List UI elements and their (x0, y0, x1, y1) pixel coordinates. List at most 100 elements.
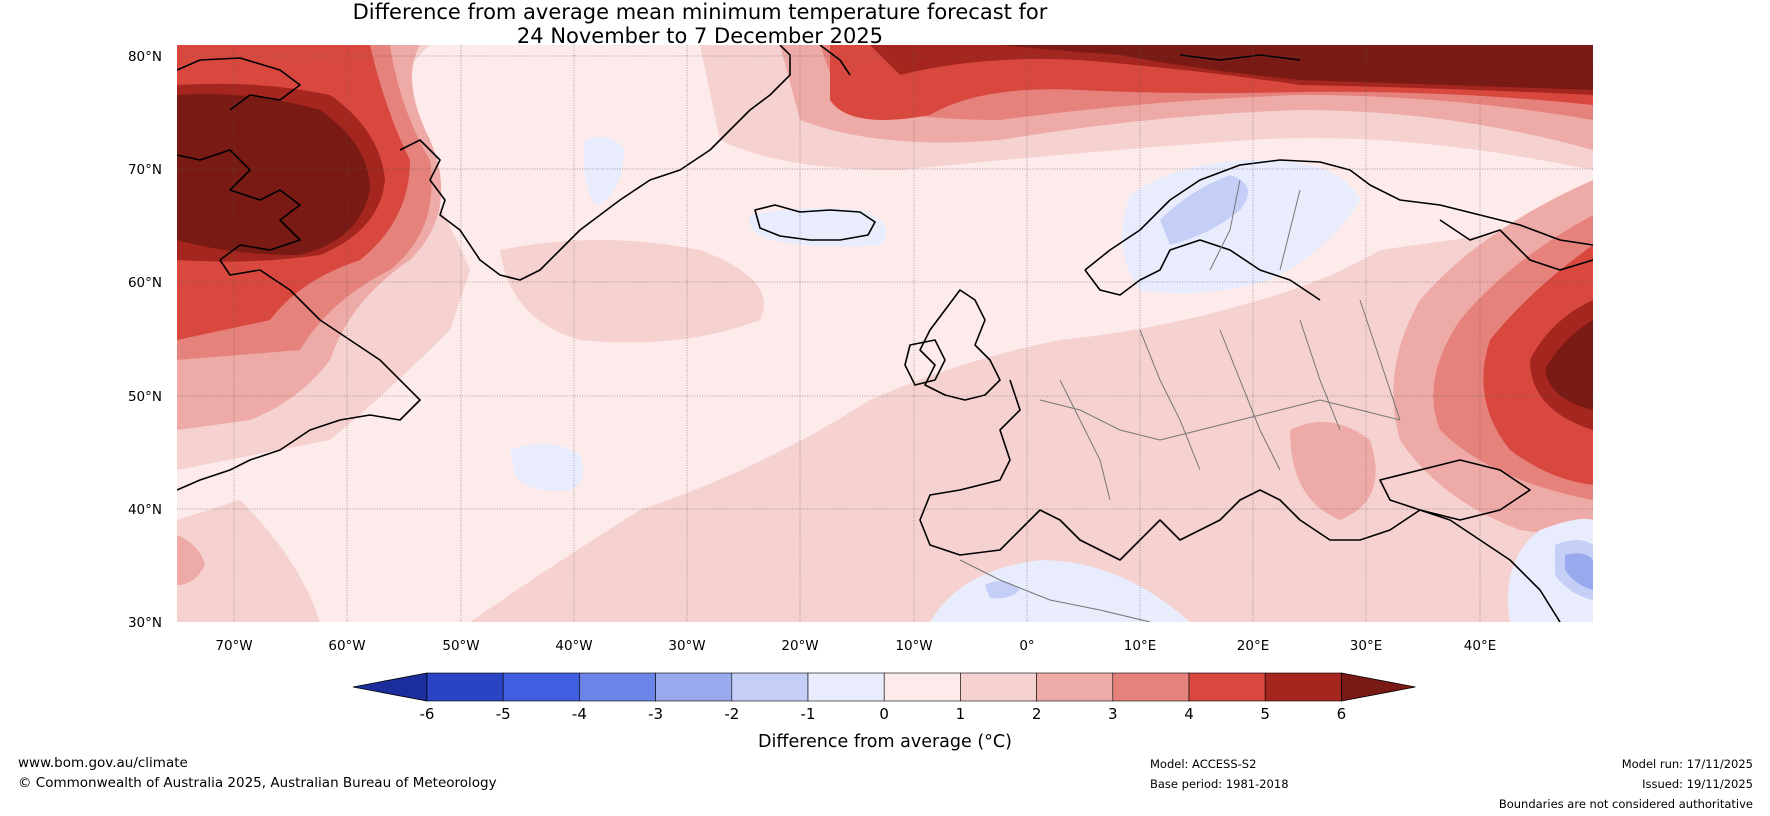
colorbar-cell (883, 672, 961, 702)
colorbar-cell (731, 672, 809, 702)
colorbar-cell (1036, 672, 1114, 702)
lat-label: 40°N (128, 502, 162, 518)
coast-canada (177, 149, 421, 491)
colorbar-cell (655, 672, 733, 702)
border-2 (1059, 379, 1111, 501)
footer-website: www.bom.gov.au/climate (18, 755, 188, 771)
colorbar-cells (352, 672, 1416, 702)
lat-label: 30°N (128, 615, 162, 631)
coast-scandinavia-north (1084, 159, 1593, 271)
colorbar-tick-label: 1 (956, 705, 966, 723)
colorbar-tick-label: 6 (1337, 705, 1347, 723)
border-3 (1139, 329, 1201, 471)
lon-label: 20°E (1237, 638, 1269, 654)
gridlines (177, 45, 1593, 622)
colorbar-extend-low (352, 672, 428, 702)
footer-base-period: Base period: 1981-2018 (1150, 777, 1289, 791)
coast-great-britain (919, 289, 1001, 401)
coast-svalbard-west (819, 45, 851, 76)
colorbar-cell (426, 672, 504, 702)
coast-baltic (1084, 239, 1321, 301)
lon-label: 10°E (1124, 638, 1156, 654)
title-line-1: Difference from average mean minimum tem… (352, 0, 1048, 24)
chart-title: Difference from average mean minimum tem… (0, 0, 1400, 48)
border-norway-sweden (1209, 179, 1241, 271)
footer-model-run: Model run: 17/11/2025 (1621, 757, 1753, 771)
colorbar-tick-label: -4 (572, 705, 587, 723)
lat-label: 70°N (128, 162, 162, 178)
colorbar-extend-high (1341, 672, 1416, 702)
zone-east-above-6 (1545, 320, 1593, 410)
lon-label: 20°W (781, 638, 818, 654)
colorbar-tick-label: -3 (648, 705, 663, 723)
colorbar-tick-label: -5 (496, 705, 511, 723)
colorbar-tick-label: 4 (1184, 705, 1194, 723)
lat-labels: 80°N 70°N 60°N 50°N 40°N 30°N (128, 49, 162, 631)
border-6 (1359, 299, 1401, 421)
zone-norway-minus-2 (1160, 175, 1248, 245)
coast-ireland (904, 339, 946, 386)
colorbar-tick-label: 5 (1260, 705, 1270, 723)
border-4 (1219, 329, 1281, 471)
colorbar-label: Difference from average (°C) (758, 732, 1012, 752)
colorbar-cell (960, 672, 1037, 702)
zone-mid-atlantic-1-2 (500, 240, 764, 343)
footer-issued: Issued: 19/11/2025 (1642, 777, 1753, 791)
colorbar-cell (1112, 672, 1190, 702)
lon-label: 70°W (215, 638, 252, 654)
colorbar-tick-label: 0 (879, 705, 889, 723)
coast-iceland (754, 204, 876, 241)
anomaly-field (177, 45, 1593, 622)
lat-label: 80°N (128, 49, 162, 65)
zone-balkans-2-3 (1290, 422, 1376, 520)
lon-label: 30°E (1350, 638, 1382, 654)
zones-minus-3-2 (1565, 553, 1593, 590)
footer-model: Model: ACCESS-S2 (1150, 757, 1257, 771)
coast-greenland (399, 45, 791, 281)
lon-label: 50°W (442, 638, 479, 654)
colorbar-tick-label: -2 (724, 705, 739, 723)
zone-north-africa-minus (930, 560, 1190, 622)
lon-label: 10°W (895, 638, 932, 654)
coast-baffin (177, 57, 301, 111)
colorbar: -6 -5 -4 -3 -2 -1 0 1 2 3 4 5 6 Difference from aver… (352, 672, 1416, 752)
zone-sw-2-3 (177, 535, 205, 585)
lon-label: 60°W (328, 638, 365, 654)
zone-iran-minus-3 (1565, 553, 1593, 590)
zones-minus-1-0 (510, 136, 1593, 622)
border-north-africa (959, 559, 1151, 622)
coast-black-sea (1379, 459, 1531, 521)
zone-sw-1-2 (177, 500, 320, 622)
colorbar-tick-label: 3 (1108, 705, 1118, 723)
footer-copyright: © Commonwealth of Australia 2025, Austra… (18, 775, 497, 791)
colorbar-cell (1264, 672, 1342, 702)
colorbar-ticks: -6 -5 -4 -3 -2 -1 0 1 2 3 4 5 6 (420, 705, 1347, 723)
colorbar-tick-label: -1 (801, 705, 816, 723)
zone-algeria-minus-2 (985, 581, 1020, 599)
lon-label: 40°W (555, 638, 592, 654)
colorbar-cell (502, 672, 580, 702)
lon-label: 40°E (1464, 638, 1496, 654)
colorbar-cell (807, 672, 885, 702)
border-5 (1299, 319, 1341, 431)
zone-greenland-sea-minus (583, 136, 625, 205)
colorbar-tick-label: -6 (420, 705, 435, 723)
coastlines (177, 45, 1593, 622)
footer-disclaimer: Boundaries are not considered authoritat… (1498, 797, 1753, 811)
lat-label: 60°N (128, 275, 162, 291)
zone-atlantic-minus (510, 443, 584, 491)
borders (959, 179, 1401, 622)
zone-canada-above-6 (177, 94, 370, 255)
colorbar-cell (1188, 672, 1266, 702)
colorbar-cell (579, 672, 656, 702)
border-sweden-finland (1279, 189, 1301, 271)
title-line-2: 24 November to 7 December 2025 (516, 24, 884, 48)
colorbar-tick-label: 2 (1032, 705, 1042, 723)
lon-labels: 70°W 60°W 50°W 40°W 30°W 20°W 10°W 0° 10… (215, 638, 1496, 654)
lat-label: 50°N (128, 389, 162, 405)
coast-white-sea (1439, 219, 1593, 271)
coast-svalbard (1179, 54, 1301, 61)
zone-scandinavia-minus (1122, 160, 1360, 294)
zone-se-1-2 (470, 220, 1593, 622)
